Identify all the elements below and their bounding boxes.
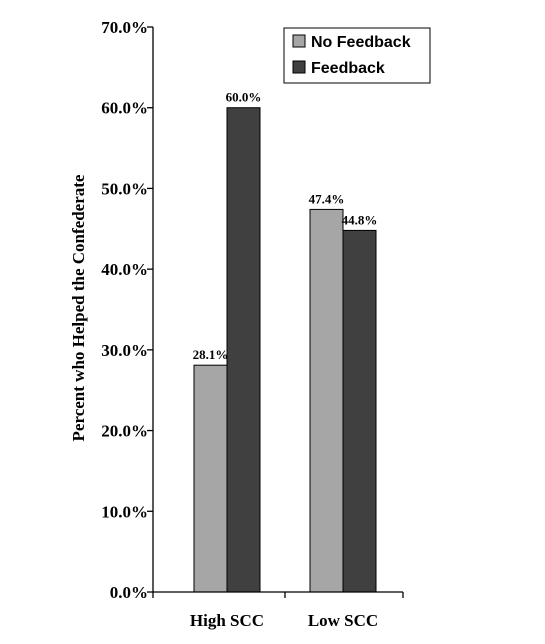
y-tick-label: 30.0%: [101, 341, 148, 360]
y-tick-label: 10.0%: [101, 502, 148, 521]
bar-feedback-low-scc: [342, 229, 377, 593]
y-axis: 0.0% 10.0% 20.0% 30.0% 40.0% 50.0% 60.0% 70.0%: [101, 18, 154, 602]
bar-no-feedback-high-scc: [193, 364, 228, 593]
legend: No Feedback Feedback: [283, 27, 431, 84]
bars: [193, 107, 377, 593]
y-tick-label: 60.0%: [101, 99, 148, 118]
legend-label: Feedback: [311, 60, 385, 77]
x-tick-label: High SCC: [190, 611, 264, 630]
y-tick-label: 0.0%: [110, 583, 148, 602]
y-tick-label: 70.0%: [101, 18, 148, 37]
y-tick-label: 50.0%: [101, 179, 148, 198]
legend-label: No Feedback: [311, 34, 411, 51]
data-labels: 28.1% 47.4% 60.0% 44.8%: [193, 90, 378, 362]
legend-swatch: [292, 34, 306, 48]
x-axis: High SCC Low SCC: [152, 591, 404, 630]
y-tick-label: 40.0%: [101, 260, 148, 279]
bar-no-feedback-low-scc: [309, 208, 344, 593]
data-label: 28.1%: [193, 347, 229, 362]
legend-swatch: [292, 60, 306, 74]
x-tick-label: Low SCC: [308, 611, 378, 630]
data-label: 44.8%: [342, 212, 378, 227]
data-label: 60.0%: [226, 90, 262, 105]
y-axis-title: Percent who Helped the Confederate: [69, 174, 88, 441]
y-tick-label: 20.0%: [101, 422, 148, 441]
data-label: 47.4%: [309, 191, 345, 206]
legend-box: [283, 27, 431, 84]
bar-feedback-high-scc: [226, 107, 261, 593]
